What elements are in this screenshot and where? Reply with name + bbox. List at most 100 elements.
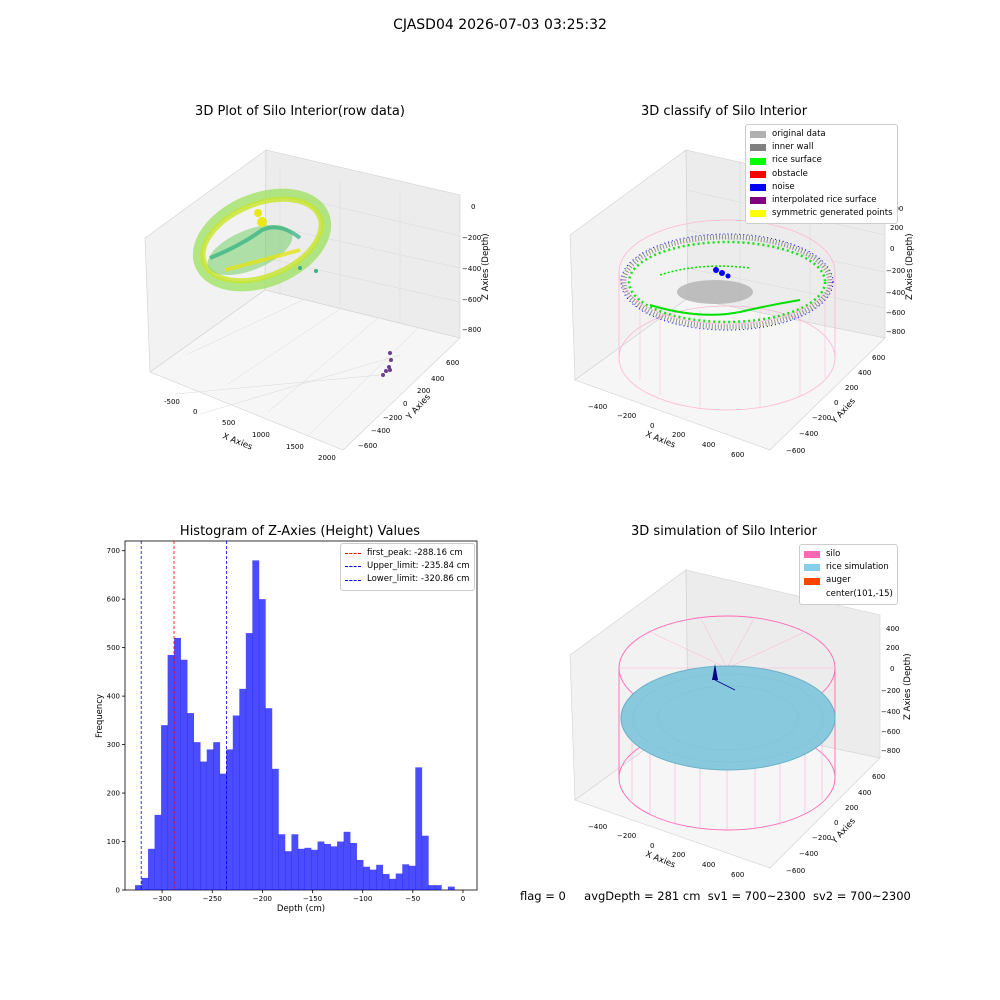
z-tick-label: 400 — [886, 625, 899, 633]
histogram-bar — [291, 834, 299, 890]
histogram-bar — [415, 767, 423, 890]
histogram-bar — [148, 848, 155, 890]
z-tick-label: −400 — [462, 265, 481, 273]
raw-plot-title: 3D Plot of Silo Interior(row data) — [195, 104, 405, 119]
x-tick-label: −200 — [253, 895, 272, 903]
sv1-text: sv1 = 700~2300 — [707, 889, 806, 903]
z-tick-label: −200 — [886, 267, 905, 275]
classify-y-tick-labels: 600 400 200 0 −200 −400 −600 — [786, 354, 885, 455]
swatch — [750, 183, 766, 191]
x-tick-label: 1500 — [286, 443, 304, 451]
z-tick-label: 200 — [890, 224, 903, 232]
simulation-z-axis-label: Z Axies (Depth) — [903, 653, 913, 720]
y-tick-label: 400 — [431, 375, 444, 383]
z-tick-label: −800 — [886, 328, 905, 336]
histogram-bar — [408, 865, 416, 890]
legend-entry: auger — [804, 574, 893, 587]
swatch — [345, 566, 361, 568]
histogram-x-axis-label: Depth (cm) — [277, 904, 325, 914]
histogram-bar — [135, 885, 142, 890]
legend-entry: center(101,-15) — [804, 588, 893, 601]
histogram-bar — [324, 843, 331, 890]
histogram-bar — [311, 849, 318, 890]
raw-y-axis-label: Y Axies — [404, 392, 433, 423]
histogram-bar — [389, 878, 397, 890]
x-tick-label: −200 — [617, 832, 636, 840]
histogram-bar — [206, 749, 214, 890]
z-tick-label: −400 — [881, 708, 900, 716]
y-tick-label: −200 — [812, 834, 831, 842]
histogram-bar — [252, 560, 260, 890]
simulation-x-tick-labels: −400 −200 0 200 400 600 — [588, 823, 744, 879]
simulation-plot-title: 3D simulation of Silo Interior — [631, 524, 817, 539]
x-tick-label: -500 — [164, 398, 180, 406]
classify-z-tick-labels: 400 200 0 −200 −400 −600 −800 — [886, 205, 905, 336]
swatch — [804, 551, 820, 559]
y-tick-label: 700 — [107, 547, 120, 555]
z-tick-label: −200 — [881, 687, 900, 695]
histogram-bar — [304, 847, 312, 890]
z-tick-label: −600 — [462, 296, 481, 304]
x-tick-label: −400 — [588, 823, 607, 831]
classify-point-cloud — [618, 219, 836, 411]
histogram-bar — [297, 848, 305, 890]
z-tick-label: 200 — [886, 644, 899, 652]
figure-title: CJASD04 2026-07-03 03:25:32 — [393, 17, 607, 33]
histogram-bar — [174, 637, 181, 890]
classify-legend: original data inner wall rice surface ob… — [745, 124, 898, 225]
swatch — [750, 144, 766, 152]
z-tick-label: −600 — [886, 309, 905, 317]
histogram-bar — [258, 599, 266, 890]
swatch — [345, 579, 361, 581]
x-tick-label: −300 — [152, 895, 171, 903]
histogram-bar — [434, 885, 442, 890]
histogram-bar — [428, 885, 436, 890]
simulation-y-tick-labels: 600 400 200 0 −200 −400 −600 — [786, 773, 885, 875]
x-tick-label: −100 — [353, 895, 372, 903]
x-tick-label: 200 — [672, 431, 685, 439]
y-tick-label: 600 — [107, 596, 120, 604]
histogram-bar — [356, 859, 364, 890]
x-tick-label: 400 — [702, 441, 715, 449]
histogram-bar — [154, 814, 162, 890]
histogram-bar — [421, 835, 429, 890]
histogram-bar — [271, 768, 279, 890]
x-tick-label: 2000 — [318, 454, 336, 462]
histogram-bar — [193, 742, 201, 890]
x-tick-label: 1000 — [252, 431, 270, 439]
histogram-bar — [232, 715, 240, 890]
z-tick-label: 0 — [890, 245, 894, 253]
legend-entry: rice simulation — [804, 561, 893, 574]
y-tick-label: 0 — [834, 819, 838, 827]
y-tick-label: 0 — [116, 887, 120, 895]
legend-entry: rice surface — [750, 154, 893, 167]
y-tick-label: −200 — [812, 414, 831, 422]
x-tick-label: 200 — [672, 851, 685, 859]
x-tick-label: −400 — [588, 403, 607, 411]
classify-x-tick-labels: −400 −200 0 200 400 600 — [588, 403, 744, 459]
classify-plot-title: 3D classify of Silo Interior — [640, 104, 808, 119]
x-tick-label: 600 — [731, 451, 744, 459]
simulation-legend: silo rice simulation auger center(101,-1… — [799, 544, 898, 605]
simulation-silo-model — [618, 615, 836, 831]
legend-entry: symmetric generated points — [750, 207, 893, 220]
y-tick-label: 600 — [872, 354, 885, 362]
swatch — [804, 564, 820, 572]
y-tick-label: −400 — [371, 427, 390, 435]
z-tick-label: −600 — [881, 728, 900, 736]
z-tick-label: 0 — [471, 203, 475, 211]
histogram-bar — [161, 725, 168, 890]
swatch — [750, 210, 766, 218]
simulation-z-tick-labels: 400 200 0 −200 −400 −600 −800 — [881, 625, 900, 755]
histogram-bar — [245, 633, 253, 890]
raw-point-cloud — [192, 188, 393, 377]
y-tick-label: −200 — [383, 414, 402, 422]
raw-z-axis-label: Z Axies (Depth) — [481, 233, 491, 300]
histogram-bar — [350, 842, 357, 890]
swatch — [750, 131, 766, 139]
histogram-y-axis-label: Frequency — [95, 694, 105, 738]
histogram-bar — [376, 864, 384, 890]
y-tick-label: 600 — [446, 359, 459, 367]
z-tick-label: −800 — [462, 326, 481, 334]
